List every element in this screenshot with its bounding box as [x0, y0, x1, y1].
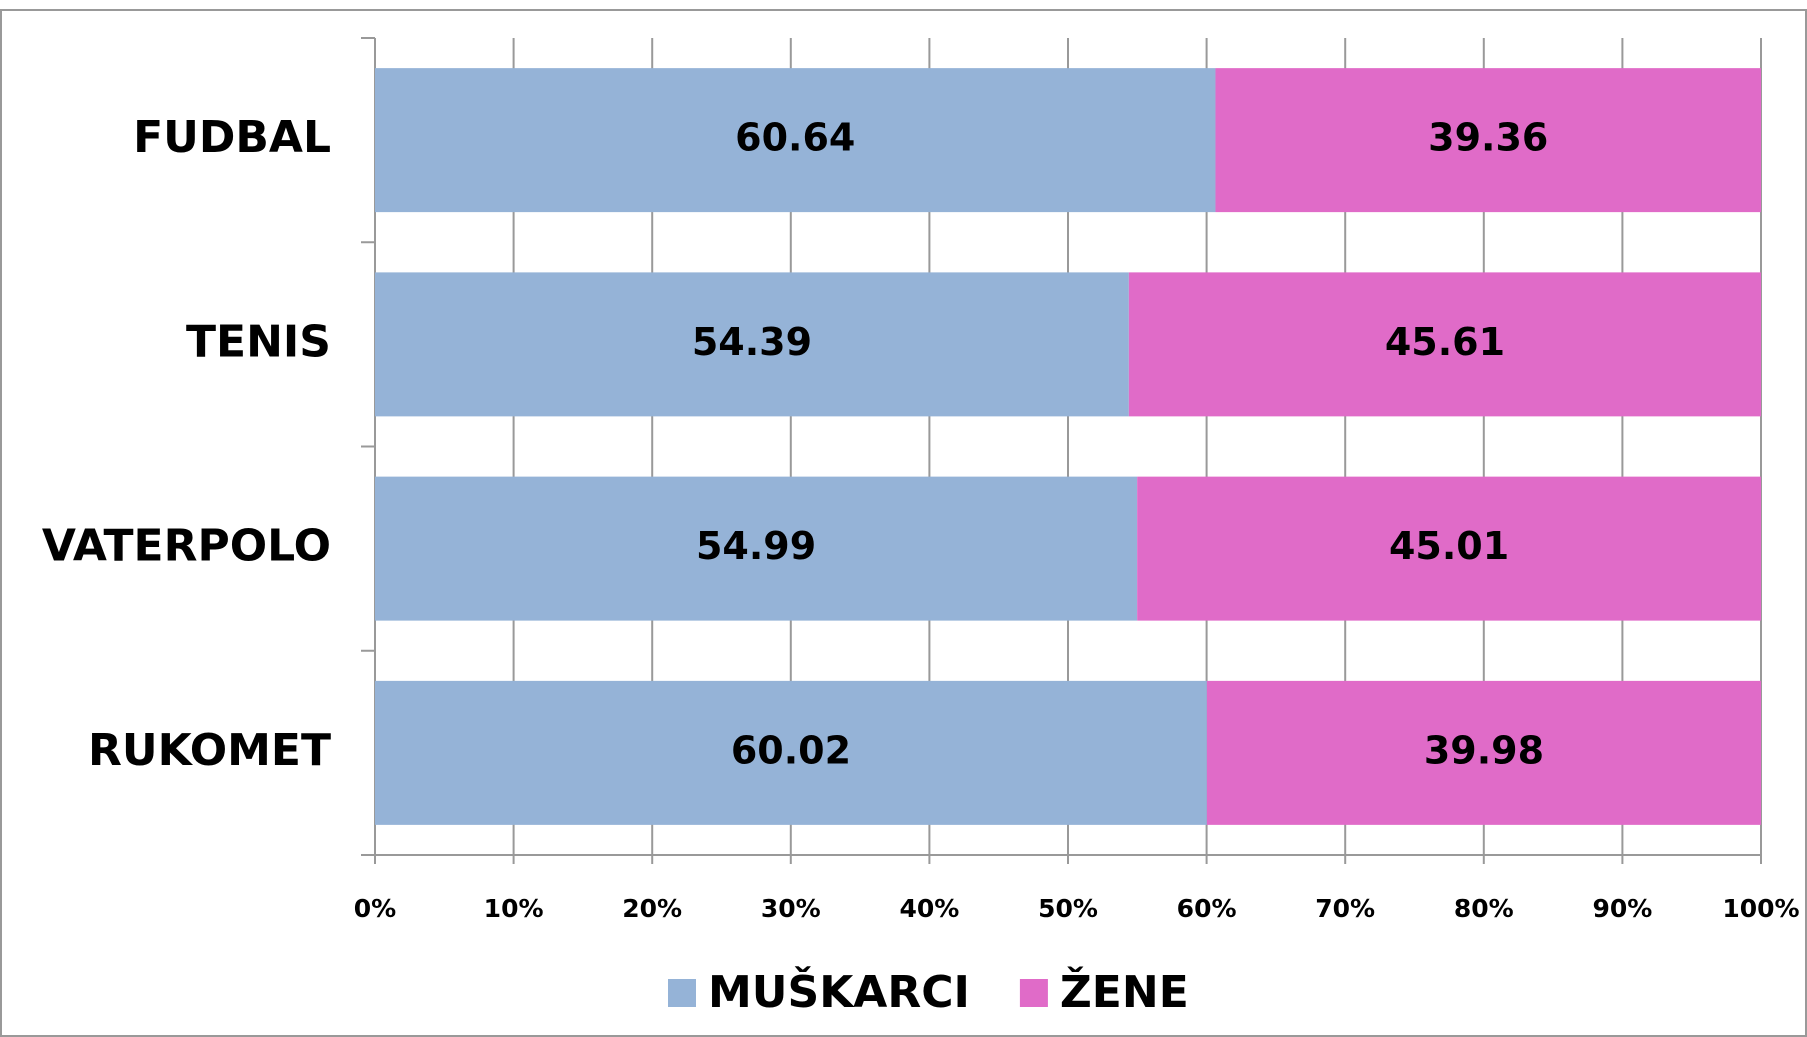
bar-segment [1137, 476, 1761, 621]
x-tick-label: 10% [484, 894, 544, 923]
x-tick-label: 0% [354, 894, 396, 923]
y-tick-label: TENIS [186, 316, 331, 367]
legend-swatch [668, 979, 696, 1007]
bar-segment [1128, 272, 1761, 417]
data-label: 39.36 [1428, 116, 1548, 160]
x-tick-label: 50% [1038, 894, 1098, 923]
bar-segment [375, 476, 1138, 621]
bar-segment [1215, 68, 1761, 213]
legend-label: MUŠKARCI [708, 965, 970, 1018]
y-tick-label: VATERPOLO [42, 521, 331, 572]
bar-segment [375, 272, 1129, 417]
y-tick-label: RUKOMET [88, 725, 331, 776]
y-tick-label: FUDBAL [133, 112, 331, 163]
data-label: 39.98 [1424, 728, 1544, 772]
legend-label: ŽENE [1060, 965, 1189, 1018]
bar-segment [1206, 680, 1761, 825]
data-label: 54.99 [696, 524, 816, 568]
x-tick-label: 80% [1454, 894, 1514, 923]
x-tick-label: 90% [1592, 894, 1652, 923]
x-tick-label: 20% [622, 894, 682, 923]
bar-segment [375, 68, 1216, 213]
bar-segment [375, 680, 1207, 825]
data-label: 60.02 [731, 728, 851, 772]
legend-swatch [1019, 979, 1048, 1007]
data-label: 60.64 [735, 116, 855, 160]
x-tick-label: 100% [1722, 894, 1799, 923]
x-tick-label: 70% [1315, 894, 1375, 923]
data-label: 54.39 [692, 320, 812, 364]
x-tick-label: 30% [761, 894, 821, 923]
data-label: 45.01 [1389, 524, 1509, 568]
data-label: 45.61 [1385, 320, 1505, 364]
x-tick-label: 60% [1177, 894, 1237, 923]
x-tick-label: 40% [899, 894, 959, 923]
